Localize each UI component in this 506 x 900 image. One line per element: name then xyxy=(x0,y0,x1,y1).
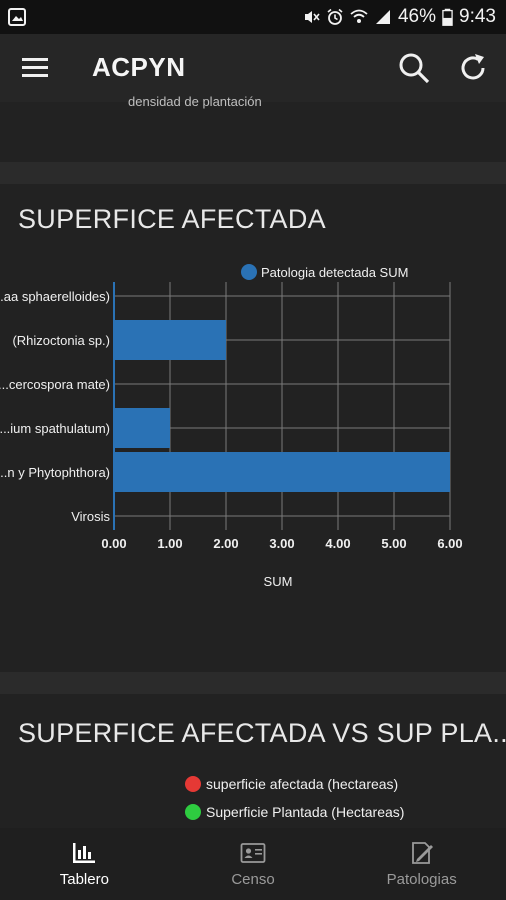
nav-label: Patologias xyxy=(386,870,457,888)
nav-censo[interactable]: Censo xyxy=(169,828,338,900)
legend-item: Superficie Plantada (Hectareas) xyxy=(185,804,404,820)
wifi-icon xyxy=(350,9,368,23)
superficie-vs-plantada-card: SUPERFICE AFECTADA VS SUP PLA... superfi… xyxy=(0,694,506,828)
x-axis-label: SUM xyxy=(264,574,293,589)
bar xyxy=(114,452,450,492)
section-divider xyxy=(0,162,506,184)
clock: 9:43 xyxy=(459,6,496,27)
y-tick-label: (...aa sphaerelloides) xyxy=(0,289,110,304)
status-bar: 46% 9:43 xyxy=(0,0,506,34)
x-tick-label: 5.00 xyxy=(381,536,406,551)
y-tick-label: Virosis xyxy=(71,509,110,524)
section-title: SUPERFICE AFECTADA xyxy=(18,204,326,234)
nav-tablero[interactable]: Tablero xyxy=(0,828,169,900)
menu-icon[interactable] xyxy=(21,54,49,82)
legend-label: superficie afectada (hectareas) xyxy=(206,776,399,792)
battery-percent: 46% xyxy=(397,6,437,27)
legend-label: Patologia detectada SUM xyxy=(261,265,408,280)
y-tick-label: (...cercospora mate) xyxy=(0,377,110,392)
bar-chart: Patologia detectada SUM 0.00 1.00 2.00 3.00 4… xyxy=(0,264,463,589)
section-title: SUPERFICE AFECTADA VS SUP PLA... xyxy=(18,718,506,748)
battery-icon xyxy=(442,8,453,26)
nav-patologias[interactable]: Patologias xyxy=(337,828,506,900)
edit-document-icon xyxy=(411,841,433,864)
legend-dot xyxy=(241,264,257,280)
previous-chart-label: densidad de plantación xyxy=(128,94,262,109)
x-tick-label: 0.00 xyxy=(101,536,126,551)
app-title: ACPYN xyxy=(92,52,186,82)
refresh-icon[interactable] xyxy=(457,52,489,84)
bar xyxy=(114,320,226,360)
bottom-navigation: Tablero Censo Patologias xyxy=(0,828,506,900)
nav-label: Censo xyxy=(231,870,275,888)
bar-chart-icon xyxy=(73,842,96,863)
search-icon[interactable] xyxy=(398,52,430,84)
nav-label: Tablero xyxy=(59,870,109,888)
signal-icon xyxy=(375,10,390,24)
legend-dot xyxy=(185,776,201,792)
x-tick-label: 3.00 xyxy=(269,536,294,551)
id-card-icon xyxy=(240,842,266,863)
x-tick-label: 1.00 xyxy=(157,536,182,551)
x-tick-label: 6.00 xyxy=(437,536,462,551)
legend-label: Superficie Plantada (Hectareas) xyxy=(206,804,405,820)
legend-item: superficie afectada (hectareas) xyxy=(185,776,398,792)
previous-chart-card: densidad de plantación xyxy=(0,94,506,162)
x-tick-label: 4.00 xyxy=(325,536,350,551)
legend-dot xyxy=(185,804,201,820)
superficie-afectada-card: SUPERFICE AFECTADA Patologia detectada S… xyxy=(0,184,506,672)
section-divider xyxy=(0,672,506,694)
x-tick-label: 2.00 xyxy=(213,536,238,551)
alarm-icon xyxy=(327,8,343,25)
bar xyxy=(114,408,170,448)
app-bar: ACPYN xyxy=(0,34,506,102)
y-tick-label: (...n y Phytophthora) xyxy=(0,465,110,480)
y-tick-label: (...ium spathulatum) xyxy=(0,421,110,436)
legend-item: Patologia detectada SUM xyxy=(241,264,408,280)
gallery-notification-icon xyxy=(8,8,26,26)
y-tick-label: (Rhizoctonia sp.) xyxy=(12,333,110,348)
mute-icon xyxy=(304,11,320,23)
